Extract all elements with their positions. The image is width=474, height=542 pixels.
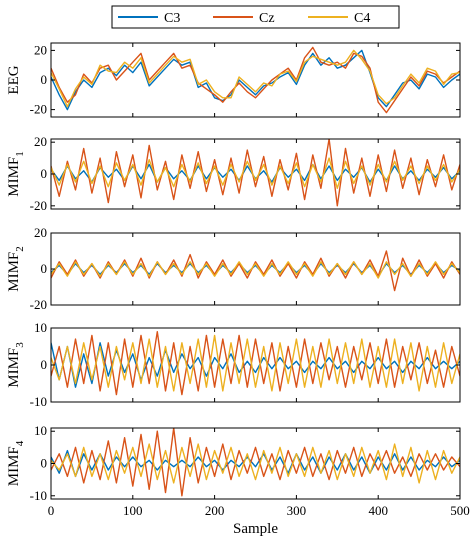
y-axis-label-text: MIMF	[6, 446, 22, 486]
series-line-c3-panel-5	[51, 449, 460, 478]
x-tick-label: 100	[123, 503, 143, 518]
series-line-cz-panel-1	[51, 46, 460, 114]
y-axis-label-subscript: 1	[14, 151, 26, 157]
y-axis-label-panel-2: MIMF1	[6, 151, 26, 197]
y-tick-label: -20	[30, 198, 47, 213]
series-line-cz-panel-4	[51, 331, 460, 396]
y-tick-label: 0	[41, 166, 48, 181]
panel-1: 20 0 -20 EEG	[6, 42, 461, 118]
y-axis-label-panel-3: MIMF2	[6, 246, 26, 292]
panel-4: 10 0 -10 MIMF3	[6, 320, 461, 409]
panel-2: 20 0 -20 MIMF1	[6, 134, 461, 213]
y-tick-label: 0	[41, 456, 48, 471]
series-line-c4-panel-4	[51, 334, 460, 392]
y-axis-label-subscript: 3	[14, 342, 26, 348]
panel-3: 20 0 -20 MIMF2	[6, 225, 461, 312]
legend-box	[111, 5, 400, 29]
series-line-c4-panel-2	[51, 157, 460, 189]
x-axis: 0 100 200 300 400 500 Sample	[48, 503, 470, 537]
y-tick-label: 10	[34, 320, 47, 335]
series-line-c3-panel-1	[51, 49, 460, 111]
legend-label: Cz	[259, 11, 275, 26]
y-axis-label-text: MIMF	[6, 348, 22, 388]
x-axis-label: Sample	[233, 521, 278, 537]
x-tick-label: 500	[450, 503, 470, 518]
y-tick-label: 0	[41, 261, 48, 276]
y-tick-label: -20	[30, 102, 47, 117]
y-tick-label: -20	[30, 297, 47, 312]
y-tick-label: -10	[30, 488, 47, 503]
series-line-cz-panel-3	[51, 250, 460, 292]
panel-5: 10 0 -10 MIMF4	[6, 423, 461, 503]
y-axis-label-panel-5: MIMF4	[6, 440, 26, 486]
y-axis-label-panel-1: EEG	[6, 65, 22, 94]
panels: 200-20EEG200-20MIMF1200-20MIMF2100-10MIM…	[6, 42, 461, 503]
legend-entry-cz: Cz	[213, 11, 275, 26]
series-line-cz-panel-5	[51, 428, 460, 497]
legend-entry-c3: C3	[118, 11, 180, 26]
y-axis-label-text: EEG	[6, 65, 22, 94]
y-axis-label-text: MIMF	[6, 157, 22, 197]
legend-label: C4	[354, 11, 370, 26]
series-line-c4-panel-3	[51, 261, 460, 279]
x-tick-label: 400	[368, 503, 388, 518]
y-tick-label: 0	[41, 357, 48, 372]
y-tick-label: 20	[34, 134, 47, 149]
x-tick-label: 300	[287, 503, 307, 518]
y-tick-label: 10	[34, 423, 47, 438]
axes-frame	[50, 42, 461, 118]
legend-label: C3	[164, 11, 180, 26]
series-line-cz-panel-2	[51, 139, 460, 207]
legend-entry-c4: C4	[308, 11, 370, 26]
y-axis-label-subscript: 4	[14, 440, 26, 446]
y-tick-label: -10	[30, 394, 47, 409]
y-tick-label: 0	[41, 72, 48, 87]
x-tick-label: 200	[205, 503, 225, 518]
series-line-c4-panel-1	[51, 49, 460, 108]
y-axis-label-panel-4: MIMF3	[6, 342, 26, 388]
y-axis-label-text: MIMF	[6, 252, 22, 292]
series-line-c4-panel-5	[51, 443, 460, 484]
y-axis-label-subscript: 2	[14, 246, 26, 252]
y-tick-label: 20	[34, 225, 47, 240]
x-tick-label: 0	[48, 503, 55, 518]
y-tick-label: 20	[34, 42, 47, 57]
legend: C3 Cz C4	[111, 5, 400, 29]
